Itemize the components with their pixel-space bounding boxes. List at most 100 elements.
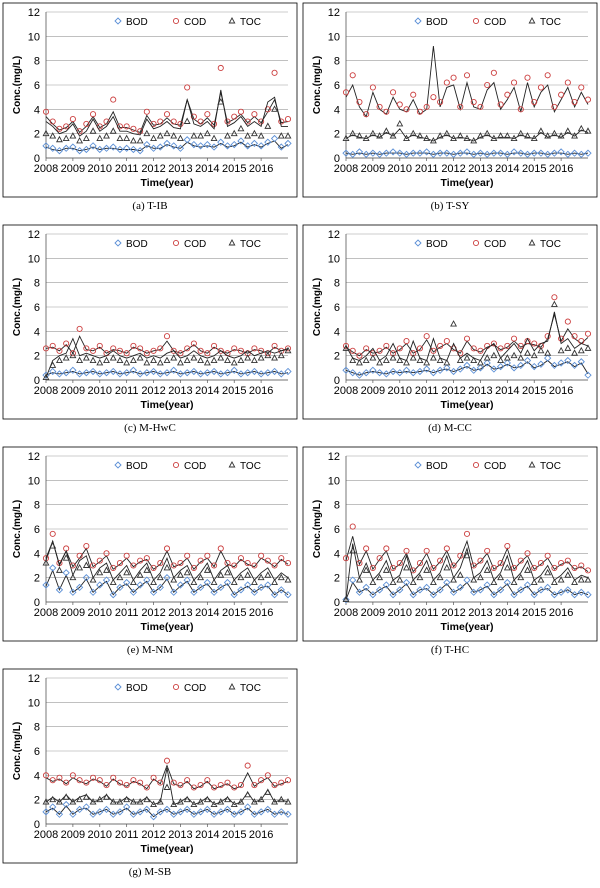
x-tick-label: 2013 <box>468 607 492 619</box>
series-cod-point <box>278 555 285 562</box>
series-bod-point <box>503 578 511 587</box>
y-tick-label: 8 <box>34 56 40 68</box>
series-toc-point <box>369 354 377 361</box>
series-bod-point <box>230 140 238 149</box>
series-cod-point <box>157 118 164 125</box>
series-toc-point <box>544 568 552 576</box>
legend-item-toc: TOC <box>528 239 561 250</box>
series-toc-point <box>190 578 198 585</box>
series-bod-point <box>570 149 579 157</box>
x-tick-label: 2009 <box>61 829 85 841</box>
series-bod-point <box>423 148 431 156</box>
y-tick-label: 4 <box>34 548 40 560</box>
x-tick-label: 2014 <box>195 385 219 397</box>
series-bod-point <box>116 808 124 816</box>
series-bod-point <box>149 588 158 596</box>
series-bod-point <box>277 808 285 816</box>
series-cod-point <box>457 103 464 110</box>
series-toc-point <box>123 359 131 366</box>
series-bod-point <box>123 144 131 152</box>
series-cod-line <box>45 335 289 355</box>
series-cod-point <box>531 340 538 347</box>
series-toc-point <box>349 129 357 137</box>
series-toc-point <box>490 351 498 359</box>
series-toc-point <box>503 354 511 361</box>
series-bod-point <box>176 144 185 152</box>
series-toc-point <box>257 354 265 361</box>
series-bod-point <box>217 370 225 378</box>
series-bod-point <box>490 365 498 373</box>
series-bod-point <box>210 143 218 151</box>
legend-marker-toc <box>528 461 536 468</box>
series-cod-point <box>56 125 63 132</box>
series-toc-point <box>176 798 184 805</box>
series-toc-point <box>163 356 171 363</box>
series-cod-point <box>197 557 204 564</box>
series-toc-point <box>224 356 231 363</box>
x-tick-label: 2010 <box>388 607 412 619</box>
series-toc-point <box>530 134 538 141</box>
series-toc-point <box>89 356 97 363</box>
series-toc-point <box>524 132 531 139</box>
series-toc-point <box>382 566 390 573</box>
series-cod-point <box>403 106 410 113</box>
series-toc-point <box>429 354 437 361</box>
series-cod-point <box>184 84 191 91</box>
y-tick-label: 12 <box>328 229 340 241</box>
series-toc-point <box>530 578 538 585</box>
series-cod-point <box>349 72 356 79</box>
series-toc-point <box>476 359 484 366</box>
series-cod-point <box>271 562 278 569</box>
series-bod-point <box>89 588 97 596</box>
series-cod-point <box>470 98 477 106</box>
series-toc-point <box>136 798 144 805</box>
series-cod-point <box>224 779 231 786</box>
x-tick-label: 2016 <box>549 607 573 619</box>
series-toc-point <box>49 361 57 368</box>
series-bod-point <box>264 805 272 814</box>
series-cod-point <box>237 555 244 562</box>
series-toc-point <box>450 134 458 141</box>
series-cod-point <box>237 347 244 354</box>
x-axis-label: Time(year) <box>141 621 194 633</box>
y-tick-label: 10 <box>328 253 340 265</box>
series-bod-point <box>196 583 205 592</box>
series-toc-point <box>156 359 164 366</box>
series-cod-point <box>578 562 585 569</box>
legend-label-toc: TOC <box>540 17 561 28</box>
y-tick-label: 2 <box>34 795 40 807</box>
series-bod-point <box>523 581 532 589</box>
legend-item-cod: COD <box>172 17 206 28</box>
series-cod <box>42 325 292 357</box>
series-toc-point <box>116 573 124 581</box>
series-cod-point <box>143 555 150 562</box>
series-bod-point <box>96 808 104 816</box>
series-cod-point <box>258 777 265 784</box>
series-toc-line <box>345 128 589 142</box>
series-toc <box>42 89 292 144</box>
series-bod-point <box>342 149 350 157</box>
series-toc-point <box>170 800 178 807</box>
series-cod-point <box>511 79 518 86</box>
legend-label-cod: COD <box>484 239 506 250</box>
series-cod-point <box>177 120 184 127</box>
series-toc-point <box>96 359 104 366</box>
series-toc-point <box>224 795 231 803</box>
y-tick-label: 6 <box>34 80 40 92</box>
series-toc-point <box>250 356 258 363</box>
legend-item-cod: COD <box>172 239 206 250</box>
series-cod-point <box>551 294 558 301</box>
series-toc-point <box>264 571 272 578</box>
x-axis-label: Time(year) <box>141 399 194 411</box>
series-cod-point <box>363 345 370 352</box>
series-bod-point <box>75 147 84 155</box>
series-toc-point <box>544 349 552 356</box>
series-cod-point <box>123 552 130 559</box>
series-cod-point <box>383 108 390 115</box>
series-toc-point <box>470 137 478 144</box>
series-cod-point <box>130 342 137 349</box>
series-toc-point <box>55 798 63 805</box>
series-bod-point <box>203 369 211 377</box>
series-toc-point <box>136 137 144 144</box>
